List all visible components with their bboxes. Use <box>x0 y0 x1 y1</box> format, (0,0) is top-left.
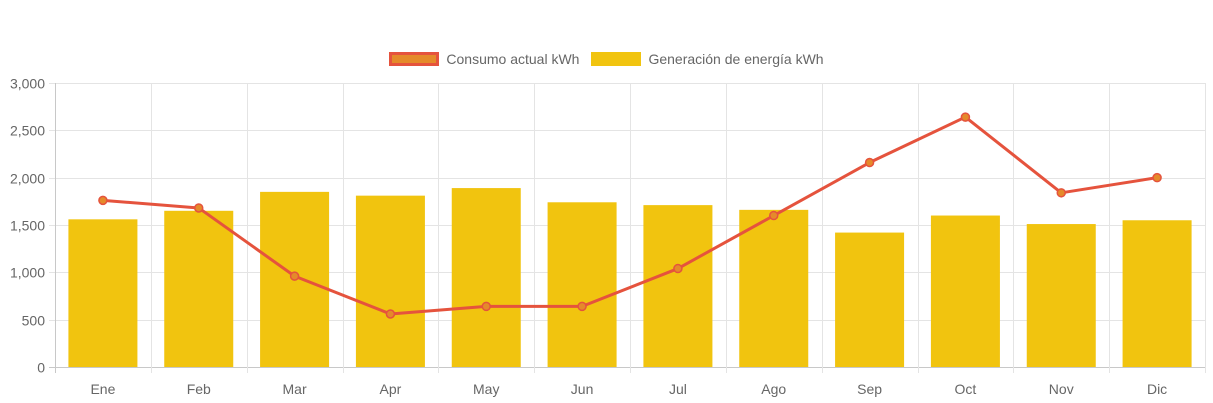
point-consumo <box>289 271 300 281</box>
x-tick-label: Ago <box>761 381 786 397</box>
x-tick-label: Apr <box>380 381 402 397</box>
chart-legend: Consumo actual kWh Generación de energía… <box>0 51 1213 67</box>
point-consumo <box>1056 188 1066 198</box>
y-tick-label: 0 <box>37 360 45 376</box>
y-tick-label: 1,000 <box>10 265 45 281</box>
x-tick-label: Jul <box>669 381 687 397</box>
line-consumo <box>102 115 1158 316</box>
legend-label-generacion: Generación de energía kWh <box>648 51 824 67</box>
legend-label-consumo: Consumo actual kWh <box>446 51 580 67</box>
legend-swatch-generacion <box>591 52 642 66</box>
x-tick-label: May <box>473 381 499 397</box>
legend-swatch-consumo <box>389 52 440 66</box>
legend-item-consumo[interactable]: Consumo actual kWh <box>389 51 579 67</box>
x-tick-label: Dic <box>1147 381 1167 397</box>
bar-generacion <box>1026 224 1096 367</box>
y-tick-label: 1,500 <box>10 218 45 234</box>
point-consumo <box>769 210 779 221</box>
point-consumo <box>1152 172 1162 183</box>
bar-generacion <box>451 188 521 367</box>
point-consumo <box>864 157 875 168</box>
point-consumo <box>481 301 491 312</box>
bar-generacion <box>930 215 1000 367</box>
x-tick-label: Jun <box>571 381 594 397</box>
y-tick-label: 2,500 <box>10 123 45 139</box>
bar-generacion <box>1122 220 1192 367</box>
bar-generacion <box>643 205 713 367</box>
bar-generacion <box>355 195 425 367</box>
bar-generacion <box>835 232 905 367</box>
x-tick-label: Nov <box>1049 381 1074 397</box>
bar-generacion <box>164 210 234 367</box>
point-consumo <box>194 203 204 213</box>
point-consumo <box>385 309 396 319</box>
y-tick-label: 2,000 <box>10 171 45 187</box>
x-tick-label: Ene <box>90 381 115 397</box>
point-consumo <box>960 112 971 122</box>
bar-generacion <box>547 202 617 367</box>
x-tick-label: Sep <box>857 381 882 397</box>
point-consumo <box>577 301 587 312</box>
x-tick-label: Oct <box>955 381 977 397</box>
bar-generacion <box>739 209 809 367</box>
y-tick-label: 3,000 <box>10 76 45 92</box>
x-tick-label: Feb <box>187 381 211 397</box>
point-consumo <box>673 263 683 274</box>
bar-generacion <box>68 219 138 367</box>
x-tick-label: Mar <box>283 381 307 397</box>
legend-item-generacion[interactable]: Generación de energía kWh <box>591 51 824 67</box>
point-consumo <box>98 195 108 206</box>
y-tick-label: 500 <box>22 313 46 329</box>
